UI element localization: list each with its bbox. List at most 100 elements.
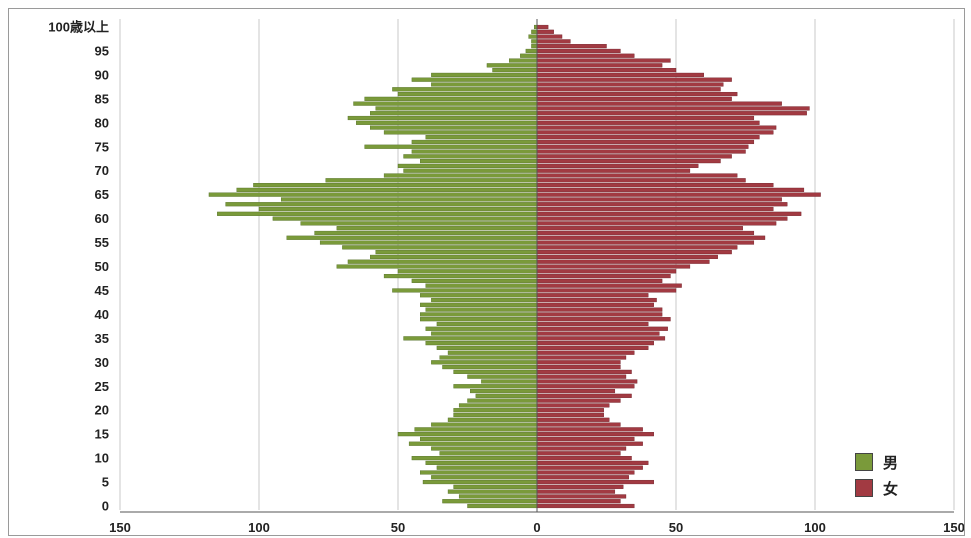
bar-male — [425, 307, 538, 312]
bar-female — [536, 494, 627, 499]
bar-male — [258, 206, 538, 212]
bar-female — [536, 168, 691, 173]
bar-male — [403, 168, 538, 173]
bar-female — [536, 470, 635, 475]
bar-female — [536, 240, 755, 245]
bar-female — [536, 422, 621, 427]
bar-female — [536, 24, 549, 30]
legend-label-male: 男 — [883, 453, 899, 472]
bar-female — [536, 412, 604, 418]
bar-female — [536, 503, 635, 509]
y-tick-label: 75 — [95, 139, 109, 154]
x-tick-label: 0 — [533, 520, 540, 535]
bar-male — [431, 475, 538, 480]
bar-male — [411, 77, 538, 82]
bar-female — [536, 197, 782, 202]
bar-female — [536, 360, 621, 365]
bar-female — [536, 96, 732, 101]
bar-male — [364, 144, 538, 149]
bar-female — [536, 293, 649, 298]
bar-male — [436, 465, 538, 470]
bar-male — [420, 470, 538, 475]
bar-male — [425, 326, 538, 331]
bar-female — [536, 350, 635, 355]
bar-male — [425, 135, 538, 140]
bar-female — [536, 44, 607, 49]
bar-female — [536, 39, 571, 44]
bar-female — [536, 297, 657, 303]
y-tick-label: 70 — [95, 163, 109, 178]
bar-male — [447, 350, 538, 355]
y-tick-label: 45 — [95, 283, 109, 298]
bar-male — [403, 154, 538, 159]
bar-female — [536, 369, 632, 374]
y-tick-label: 90 — [95, 67, 109, 82]
y-tick-label: 0 — [102, 499, 109, 514]
y-tick-label: 95 — [95, 43, 109, 58]
bar-male — [336, 264, 538, 269]
bar-female — [536, 29, 554, 34]
bar-female — [536, 384, 635, 389]
bar-male — [422, 479, 538, 485]
bar-female — [536, 336, 666, 341]
bar-male — [447, 489, 538, 494]
bar-male — [319, 240, 538, 245]
bar-female — [536, 106, 810, 111]
bar-male — [447, 417, 538, 422]
bar-female — [536, 436, 635, 442]
bar-male — [353, 101, 538, 106]
bar-female — [536, 355, 627, 360]
bar-female — [536, 475, 629, 480]
bar-male — [467, 374, 538, 379]
bar-male — [420, 436, 538, 442]
bar-female — [536, 388, 616, 394]
bar-female — [536, 302, 654, 307]
bar-male — [414, 427, 538, 432]
bar-male — [436, 345, 538, 350]
y-tick-label: 15 — [95, 427, 109, 442]
bar-female — [536, 264, 691, 269]
x-tick-label: 150 — [109, 520, 131, 535]
bar-male — [300, 221, 538, 226]
bar-male — [375, 106, 538, 111]
legend-item-female: 女 — [855, 475, 898, 501]
bar-male — [425, 460, 538, 465]
bar-female — [536, 489, 616, 494]
bar-female — [536, 465, 643, 470]
bar-female — [536, 393, 632, 398]
y-tick-label: 25 — [95, 379, 109, 394]
bar-male — [347, 115, 538, 121]
axes — [120, 19, 954, 513]
y-tick-label: 10 — [95, 451, 109, 466]
bar-male — [225, 202, 538, 207]
legend-label-female: 女 — [883, 479, 899, 498]
bar-male — [370, 125, 538, 130]
bar-male — [375, 250, 538, 255]
bar-male — [403, 336, 538, 341]
bar-female — [536, 63, 663, 68]
bar-female — [536, 326, 668, 331]
bar-female — [536, 283, 682, 288]
bar-female — [536, 235, 766, 240]
bar-female — [536, 187, 805, 192]
bar-male — [431, 360, 538, 365]
bar-female — [536, 125, 777, 130]
bar-male — [436, 321, 538, 327]
bar-female — [536, 144, 749, 149]
bar-male — [286, 235, 538, 240]
bar-male — [411, 278, 538, 283]
bar-female — [536, 192, 821, 197]
legend-item-male: 男 — [855, 449, 898, 475]
y-tick-label: 35 — [95, 331, 109, 346]
bar-male — [217, 211, 538, 216]
bar-female — [536, 183, 774, 188]
bar-male — [420, 159, 538, 164]
bar-female — [536, 379, 638, 384]
x-tick-label: 100 — [248, 520, 270, 535]
bar-male — [336, 226, 538, 231]
bar-male — [528, 34, 538, 39]
bar-female — [536, 139, 755, 145]
bar-male — [408, 441, 538, 446]
x-tick-labels: 150 100 50 0 50 100 150 — [109, 520, 964, 535]
bar-male — [314, 230, 538, 236]
